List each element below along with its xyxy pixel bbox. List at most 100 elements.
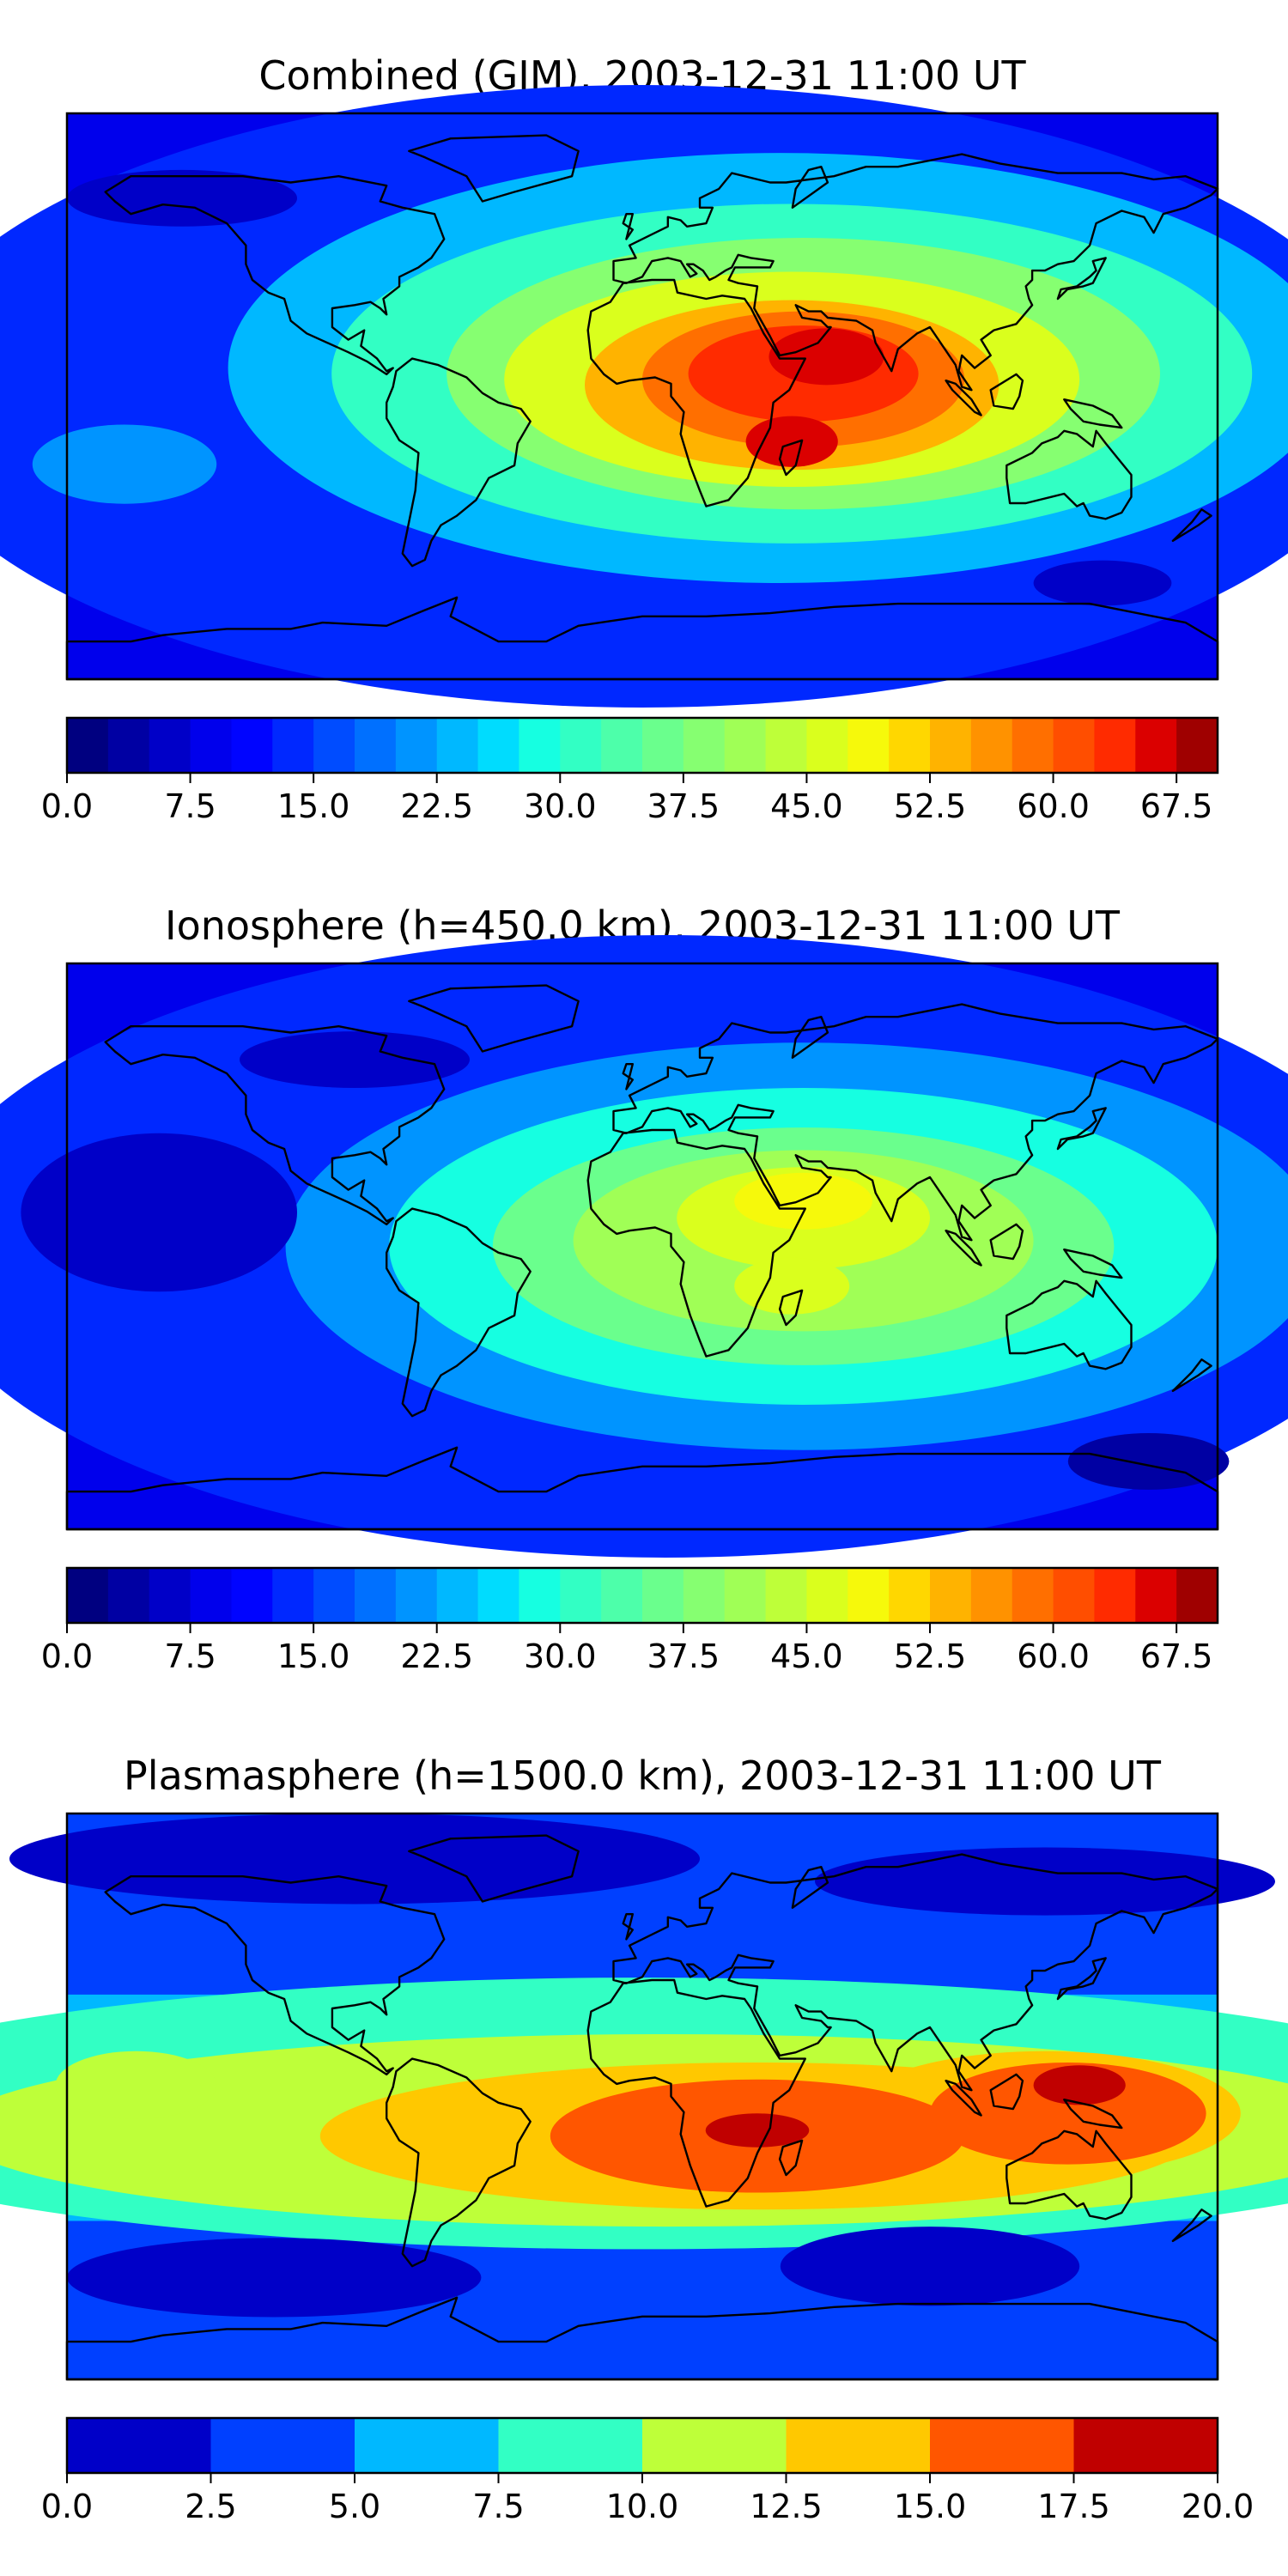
colorbar-tick-label: 17.5 — [1037, 2488, 1110, 2525]
colorbar-level-17 — [765, 1568, 808, 1623]
tec-contour-11 — [1033, 560, 1172, 606]
colorbar-tick-label: 30.0 — [524, 787, 597, 825]
colorbar-tick-label: 0.0 — [41, 1637, 93, 1675]
tec-contour-9 — [745, 416, 838, 467]
tec-contour-7 — [734, 1257, 850, 1315]
tec-contour-9 — [1067, 1432, 1230, 1490]
colorbar-tick-label: 52.5 — [894, 1637, 967, 1675]
colorbar-tick-label: 15.0 — [277, 787, 350, 825]
continent-outlines — [65, 1834, 1219, 2381]
colorbar-tick-label: 7.5 — [164, 787, 216, 825]
continent-outlines — [65, 984, 1219, 1531]
panel2-map — [0, 935, 1288, 1558]
colorbar-level-13 — [601, 718, 643, 773]
colorbar-level-5 — [272, 718, 314, 773]
colorbar-level-1 — [107, 1568, 150, 1623]
tec-contour-9 — [67, 2238, 482, 2318]
colorbar-level-23 — [1012, 1568, 1054, 1623]
colorbar-level-3 — [190, 718, 233, 773]
colorbar-level-19 — [848, 1568, 890, 1623]
colorbar-tick-label: 0.0 — [41, 2488, 93, 2525]
colorbar-level-5 — [786, 2418, 931, 2473]
colorbar-tick-label: 22.5 — [400, 787, 473, 825]
colorbar-tick-label: 52.5 — [894, 787, 967, 825]
tec-contour-12 — [67, 169, 297, 227]
colorbar-level-14 — [642, 718, 684, 773]
colorbar-level-9 — [436, 718, 479, 773]
colorbar-tick-label: 5.0 — [329, 2488, 380, 2525]
panel1-map — [0, 85, 1288, 708]
colorbar-level-25 — [1094, 1568, 1136, 1623]
colorbar-level-26 — [1135, 1568, 1177, 1623]
colorbar-tick-label: 10.0 — [606, 2488, 679, 2525]
colorbar-level-6 — [313, 718, 355, 773]
colorbar-level-22 — [970, 1568, 1013, 1623]
colorbar-level-3 — [190, 1568, 233, 1623]
colorbar-tick-label: 7.5 — [472, 2488, 524, 2525]
panel3-colorbar: 0.0 2.5 5.0 7.5 10.0 12.5 15.0 17.5 20.0 — [41, 2416, 1255, 2525]
tec-contour-10 — [240, 1031, 470, 1088]
colorbar-tick-label: 60.0 — [1017, 787, 1090, 825]
colorbar-level-7 — [355, 1568, 397, 1623]
colorbar-level-27 — [1176, 1568, 1218, 1623]
colorbar-level-24 — [1053, 1568, 1096, 1623]
colorbar-level-2 — [149, 1568, 191, 1623]
colorbar-level-15 — [683, 718, 726, 773]
panel3-map — [0, 1812, 1288, 2381]
tec-contour-10 — [780, 2227, 1080, 2306]
colorbar-tick-label: 60.0 — [1017, 1637, 1090, 1675]
colorbar-level-1 — [107, 718, 150, 773]
panel3-map-frame — [65, 1812, 1219, 2381]
colorbar-level-26 — [1135, 718, 1177, 773]
colorbar-level-2 — [149, 718, 191, 773]
colorbar-level-24 — [1053, 718, 1096, 773]
tec-contour-6 — [734, 1172, 872, 1230]
colorbar-level-2 — [355, 2418, 500, 2473]
tec-contour-12 — [815, 1847, 1275, 1916]
colorbar-level-7 — [355, 718, 397, 773]
panel1-map-frame — [65, 112, 1219, 681]
colorbar-level-18 — [806, 1568, 848, 1623]
colorbar-tick-label: 20.0 — [1182, 2488, 1255, 2525]
colorbar-tick-label: 15.0 — [894, 2488, 967, 2525]
colorbar-tick-label: 45.0 — [770, 1637, 843, 1675]
colorbar-level-16 — [724, 718, 767, 773]
colorbar-level-10 — [477, 1568, 520, 1623]
colorbar-level-8 — [395, 1568, 438, 1623]
colorbar-tick-label: 30.0 — [524, 1637, 597, 1675]
colorbar-level-1 — [210, 2418, 355, 2473]
colorbar-level-22 — [970, 718, 1013, 773]
colorbar-level-6 — [313, 1568, 355, 1623]
colorbar-level-0 — [67, 2418, 212, 2473]
colorbar-level-17 — [765, 718, 808, 773]
colorbar-level-4 — [231, 1568, 273, 1623]
colorbar-level-20 — [889, 1568, 931, 1623]
colorbar-tick-label: 15.0 — [277, 1637, 350, 1675]
colorbar-level-4 — [231, 718, 273, 773]
tec-contour-10 — [32, 424, 217, 504]
colorbar-level-4 — [642, 2418, 787, 2473]
colorbar-level-14 — [642, 1568, 684, 1623]
colorbar-level-18 — [806, 718, 848, 773]
colorbar-level-15 — [683, 1568, 726, 1623]
colorbar-level-3 — [498, 2418, 643, 2473]
colorbar-level-25 — [1094, 718, 1136, 773]
colorbar-level-10 — [477, 718, 520, 773]
colorbar-level-21 — [930, 1568, 972, 1623]
colorbar-level-11 — [519, 1568, 561, 1623]
colorbar-frame — [65, 716, 1219, 775]
panel3-coastlines — [65, 1834, 1219, 2381]
panel2-colorbar: 0.0 7.5 15.0 22.5 30.0 37.5 45.0 52.5 60.0 67.5 — [41, 1566, 1219, 1675]
colorbar-tick-label: 45.0 — [770, 787, 843, 825]
tec-contour-8 — [769, 328, 884, 386]
panel1-colorbar: 0.0 7.5 15.0 22.5 30.0 37.5 45.0 52.5 60.0 67.5 — [41, 716, 1219, 825]
colorbar-level-12 — [560, 718, 602, 773]
colorbar-tick-label: 2.5 — [185, 2488, 236, 2525]
panel1-coastlines — [65, 134, 1219, 681]
colorbar-level-16 — [724, 1568, 767, 1623]
tec-contour-11 — [9, 1814, 700, 1905]
colorbar-level-27 — [1176, 718, 1218, 773]
colorbar-level-6 — [930, 2418, 1075, 2473]
colorbar-level-5 — [272, 1568, 314, 1623]
